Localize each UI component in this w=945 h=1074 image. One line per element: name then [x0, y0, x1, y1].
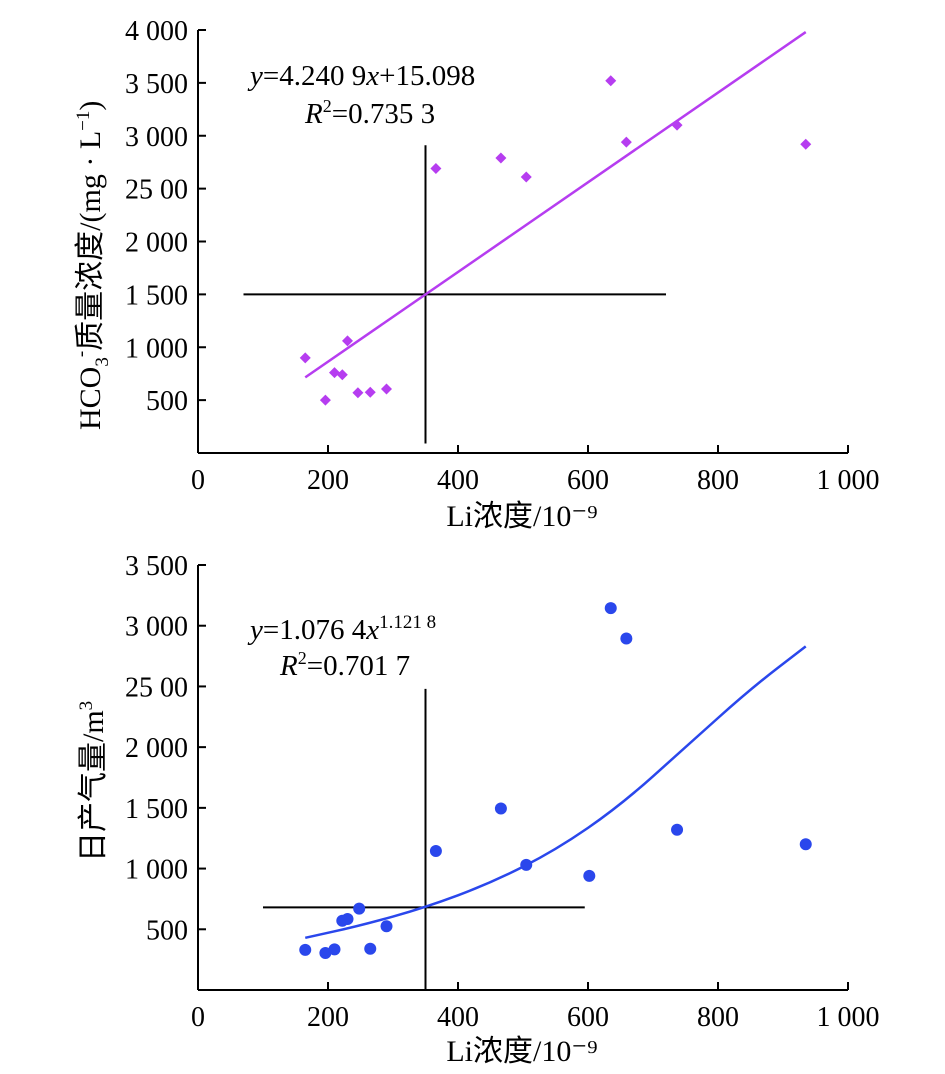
chart2-y-tick-label: 25 00: [125, 672, 188, 703]
chart2-eq-x: x: [365, 614, 379, 646]
chart2-data-point: [583, 869, 596, 882]
chart2-data-point: [620, 632, 633, 645]
chart2-y-axis-title: 日产气量/m3: [76, 701, 110, 862]
chart1-y-tick-label: 1 500: [125, 280, 188, 311]
chart1-data-point: [319, 394, 331, 406]
chart1-ylabel-rest: 质量浓度/(mg · L: [74, 131, 107, 351]
chart1-r2-sup: 2: [323, 96, 332, 116]
chart2-y-tick-label: 3 500: [125, 551, 188, 582]
chart2-x-tick-label: 400: [437, 1002, 479, 1033]
chart2-data-point: [364, 942, 377, 955]
chart2-x-tick-label: 0: [191, 1002, 205, 1033]
chart2-r2: R2=0.701 7: [279, 648, 410, 682]
chart1-r2: R2=0.735 3: [304, 96, 435, 130]
chart1-ylabel-prefix: HCO: [74, 367, 107, 430]
chart1-x-tick-label: 1 000: [817, 465, 880, 496]
chart1-eq-x: x: [365, 60, 379, 92]
chart1-eq-main: =4.240 9: [263, 60, 366, 92]
chart1-y-tick-label: 3 500: [125, 69, 188, 100]
chart2-data-point: [494, 802, 507, 815]
chart1-y-tick-label: 2 000: [125, 228, 188, 259]
chart1-x-tick-label: 800: [697, 465, 739, 496]
chart2-r2-val: =0.701 7: [307, 650, 410, 682]
chart1-equation: y=4.240 9x+15.098: [247, 60, 475, 92]
chart2-data-point: [671, 823, 684, 836]
chart1-data-point: [671, 119, 683, 131]
chart2-eq-exp: 1.121 8: [379, 612, 436, 633]
chart2-r2-sup: 2: [298, 648, 307, 668]
chart1-x-axis-title: Li浓度/10⁻⁹: [446, 500, 597, 533]
chart1-y-tick-label: 500: [146, 386, 188, 417]
chart1-y-tick-label: 3 000: [125, 122, 188, 153]
chart1-data-point: [605, 75, 617, 87]
chart2-y-tick-label: 3 000: [125, 612, 188, 643]
chart1-ylabel-sup2: −1: [73, 111, 94, 131]
chart1-data-point: [620, 136, 632, 148]
chart2-data-point: [429, 844, 442, 857]
chart2-x-tick-label: 200: [307, 1002, 349, 1033]
chart2-data-point: [520, 858, 533, 871]
chart2-data-point: [799, 838, 812, 851]
chart1-x-tick-label: 400: [437, 465, 479, 496]
chart1-y-tick-label: 1 000: [125, 333, 188, 364]
chart2-x-tick-label: 800: [697, 1002, 739, 1033]
chart1-data-point: [495, 152, 507, 164]
chart1-y-tick-label: 4 000: [125, 16, 188, 47]
chart1-data-point: [329, 367, 340, 379]
chart2-data-point: [341, 912, 354, 925]
chart2-ylabel-main: 日产气量/m: [77, 710, 110, 862]
chart-hco3-vs-li: y=4.240 9x+15.098 R2=0.735 3 HCO3-质量浓度/(…: [71, 16, 880, 533]
chart2-ylabel-sup: 3: [76, 701, 97, 711]
chart1-r2-r: R: [304, 98, 323, 130]
chart2-y-tick-label: 500: [146, 915, 188, 946]
chart2-data-point: [380, 920, 393, 933]
chart1-ylabel-sup: -: [71, 351, 92, 357]
chart1-data-point: [430, 163, 442, 175]
chart1-x-tick-label: 200: [307, 465, 349, 496]
chart2-equation: y=1.076 4x1.121 8: [247, 612, 436, 646]
chart1-data-point: [342, 335, 353, 347]
chart2-data-point: [353, 902, 366, 915]
chart2-data-point: [299, 943, 312, 956]
chart1-x-tick-label: 600: [567, 465, 609, 496]
chart1-data-point: [352, 387, 364, 399]
chart2-data-point: [319, 946, 332, 959]
chart1-data-point: [299, 352, 311, 364]
chart2-data-point: [604, 602, 617, 615]
chart2-x-tick-label: 600: [567, 1002, 609, 1033]
chart1-eq-tail: +15.098: [379, 60, 475, 92]
chart2-x-tick-label: 1 000: [817, 1002, 880, 1033]
chart1-eq-y: y: [247, 60, 263, 92]
chart1-y-tick-label: 25 00: [125, 175, 188, 206]
chart-gas-vs-li: y=1.076 4x1.121 8 R2=0.701 7 日产气量/m3 Li浓…: [76, 551, 880, 1068]
chart1-data-point: [800, 138, 812, 150]
chart2-eq-y: y: [247, 614, 263, 646]
chart2-y-tick-label: 2 000: [125, 733, 188, 764]
chart2-trendline: [304, 645, 807, 940]
chart2-eq-main: =1.076 4: [263, 614, 367, 646]
chart2-y-tick-label: 1 500: [125, 794, 188, 825]
chart2-y-tick-label: 1 000: [125, 855, 188, 886]
chart1-r2-val: =0.735 3: [332, 98, 435, 130]
chart1-ylabel-sub: 3: [92, 357, 113, 367]
chart1-data-point: [381, 383, 392, 395]
chart1-x-tick-label: 0: [191, 465, 205, 496]
chart1-data-point: [336, 369, 348, 381]
chart1-y-axis-title: HCO3-质量浓度/(mg · L−1): [71, 101, 113, 430]
chart1-data-point: [364, 386, 376, 398]
chart1-data-point: [520, 171, 532, 183]
chart2-x-axis-title: Li浓度/10⁻⁹: [446, 1035, 597, 1068]
chart1-trendline: [304, 31, 807, 379]
chart2-data-point: [328, 943, 341, 956]
chart1-ylabel-end: ): [74, 101, 107, 111]
chart2-r2-r: R: [279, 650, 298, 682]
